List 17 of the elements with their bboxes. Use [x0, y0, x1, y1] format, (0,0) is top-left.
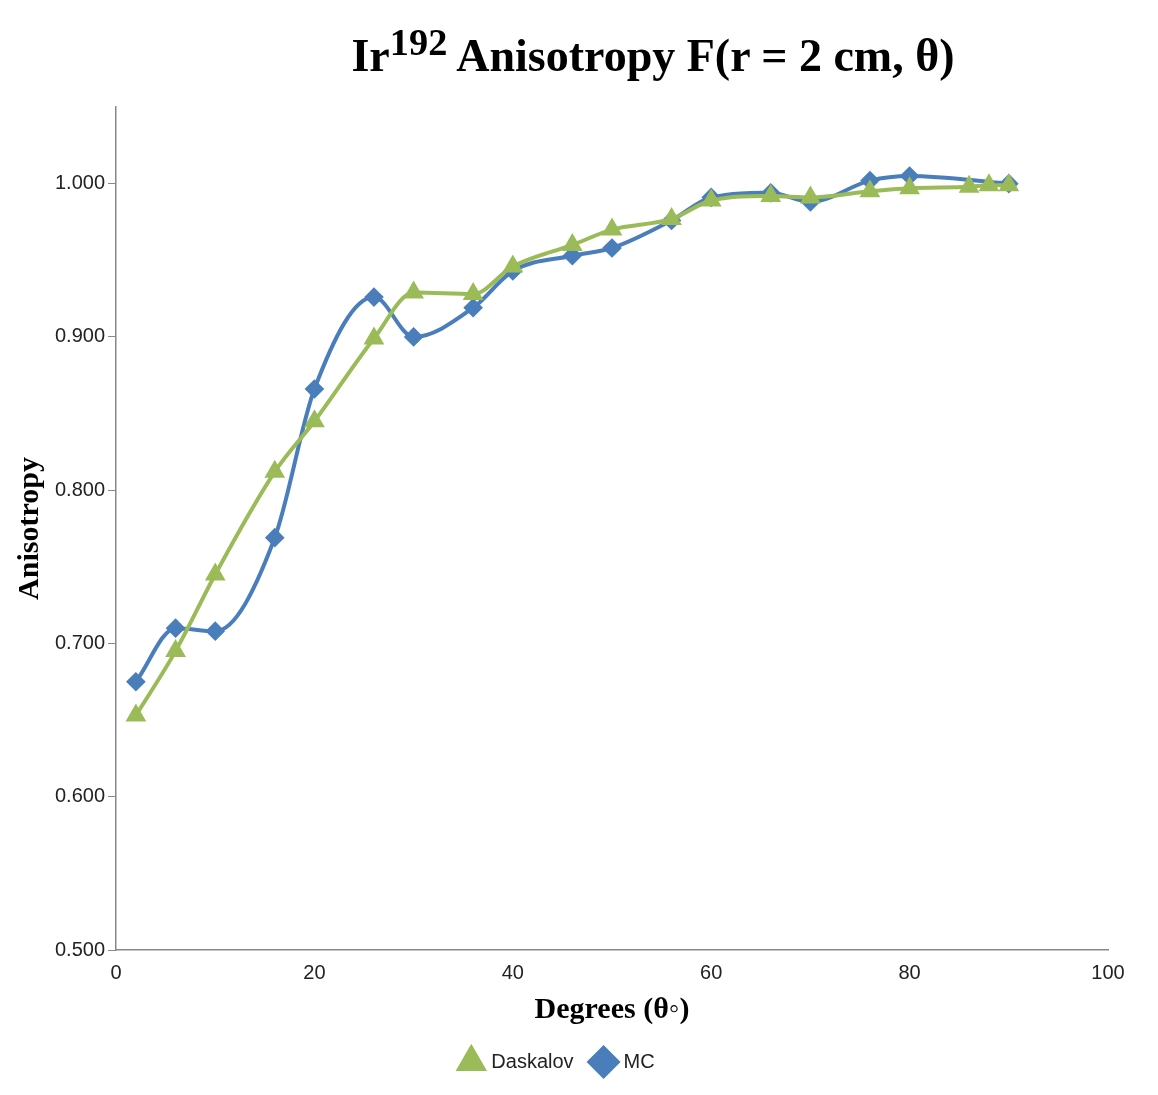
y-tick-label: 0.800 — [54, 478, 106, 501]
y-tick-label: 0.700 — [54, 631, 106, 654]
y-tick-label: 0.600 — [54, 784, 106, 807]
y-tick-label: 1.000 — [54, 171, 106, 194]
y-axis-title: Anisotropy — [10, 457, 44, 601]
x-tick-label: 0 — [110, 960, 122, 983]
x-axis-title: Degrees (θ◦) — [534, 991, 690, 1026]
x-tick-label: 100 — [1091, 960, 1125, 983]
chart-title: Ir$^{192}$ Anisotropy F(r = 2 cm, θ) — [350, 20, 956, 83]
x-tick-label: 20 — [303, 960, 326, 983]
y-tick-label: 0.900 — [54, 324, 106, 347]
x-tick-label: 80 — [898, 960, 921, 983]
legend-label: Daskalov — [491, 1049, 574, 1072]
legend-label: MC — [623, 1049, 655, 1072]
y-tick-label: 0.500 — [54, 937, 106, 960]
x-tick-label: 60 — [700, 960, 723, 983]
x-tick-label: 40 — [501, 960, 524, 983]
